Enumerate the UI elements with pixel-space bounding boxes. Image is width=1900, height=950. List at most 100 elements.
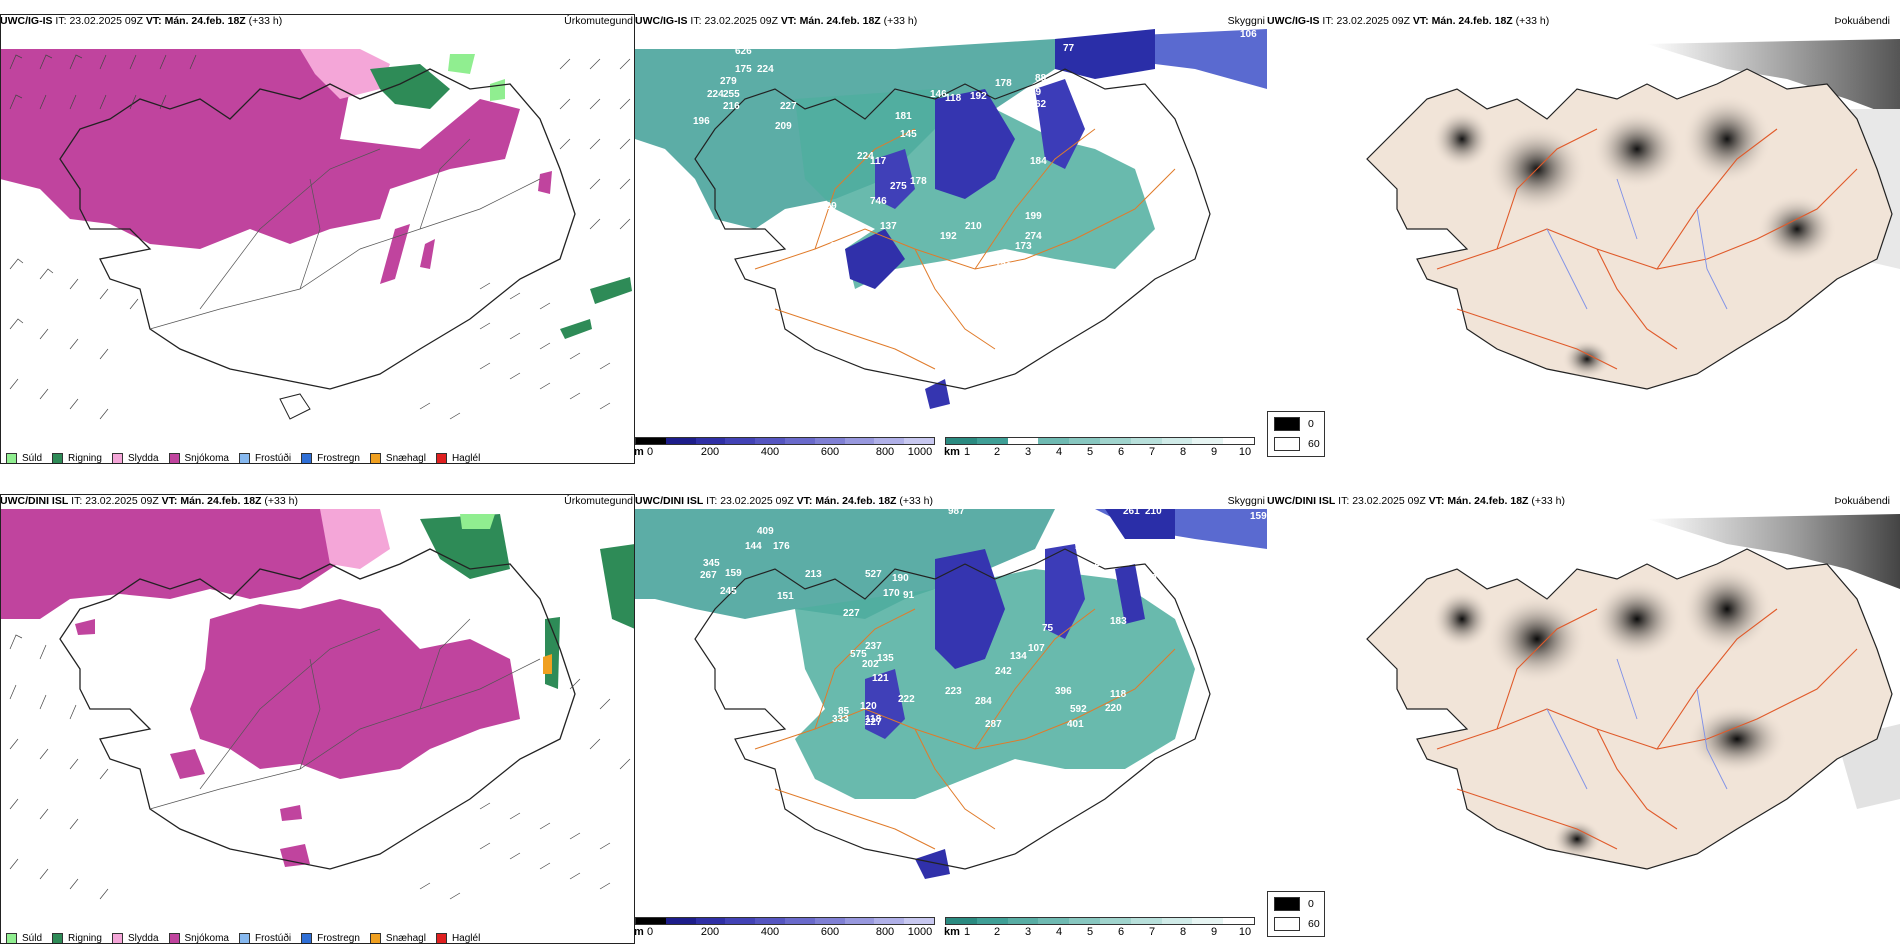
legend-swatch-freezing-rain xyxy=(301,932,313,944)
ceiling-label: 151 xyxy=(777,591,794,602)
ceiling-label: 224 xyxy=(707,89,724,100)
vt-label: VT: xyxy=(780,15,797,27)
low-ceiling-area xyxy=(1055,29,1155,79)
ceiling-label: 117 xyxy=(870,156,887,167)
rivers xyxy=(1546,658,1728,790)
ceiling-label: 159 xyxy=(1250,511,1267,522)
ceiling-label: 175 xyxy=(735,64,752,75)
lead-time: (+33 h) xyxy=(899,495,933,507)
ceiling-label: 181 xyxy=(895,111,912,122)
visibility-colorbar-bar xyxy=(945,437,1255,445)
low-ceiling-area xyxy=(845,229,905,289)
legend-item: Haglél xyxy=(435,452,480,464)
tick-label: 1 xyxy=(963,446,971,458)
sleet-area xyxy=(320,509,390,569)
ceiling-label: 118 xyxy=(865,714,882,725)
legend-swatch-hail xyxy=(435,452,447,464)
legend-item: Snæhagl xyxy=(369,932,426,944)
product-title: Þokuábendi xyxy=(1834,15,1890,27)
ceiling-label: 284 xyxy=(975,696,992,707)
vt-label: VT: xyxy=(796,495,813,507)
snow-area xyxy=(0,509,360,619)
iceland-outline xyxy=(59,548,576,870)
ceiling-colorbar-bar xyxy=(635,917,935,925)
visibility-colorbar-ticks: 1 2 3 4 5 6 7 8 9 10 xyxy=(945,446,1255,460)
it-label: IT: xyxy=(1322,15,1334,27)
ceiling-label: 527 xyxy=(865,569,882,580)
panel-header: UWC/IG-IS IT: 23.02.2025 09Z VT: Mán. 24… xyxy=(0,14,635,28)
tick-label: 8 xyxy=(1179,926,1187,938)
ceiling-label: 746 xyxy=(870,196,887,207)
tick-label: 3 xyxy=(1024,446,1032,458)
it-value: 23.02.2025 09Z xyxy=(1336,15,1410,27)
ceiling-label: 134 xyxy=(1010,651,1027,662)
ceiling-label: 209 xyxy=(775,121,792,132)
ceiling-label: 75 xyxy=(1003,271,1015,282)
ceiling-label: 592 xyxy=(1070,704,1087,715)
ceiling-colorbar-ticks: 0 200 400 600 800 1000 xyxy=(635,926,935,940)
legend-label: Slydda xyxy=(127,452,159,464)
ceiling-label: 575 xyxy=(850,649,867,660)
tick-label: 2 xyxy=(993,926,1001,938)
ceiling-label: 287 xyxy=(985,719,1002,730)
ceiling-label: 88 xyxy=(1035,73,1047,84)
panel-bottom-cloud-visibility: UWC/DINI ISL IT: 23.02.2025 09Z VT: Mán.… xyxy=(634,494,1267,944)
precip-map-svg xyxy=(0,509,635,929)
product-title: Úrkomutegund xyxy=(564,495,633,507)
ceiling-label: 220 xyxy=(1105,703,1122,714)
panel-header: UWC/DINI ISL IT: 23.02.2025 09Z VT: Mán.… xyxy=(1267,494,1900,508)
ceiling-label: 216 xyxy=(1094,558,1111,569)
snow-area xyxy=(280,805,302,821)
fog-legend-white-value: 60 xyxy=(1308,438,1320,450)
lead-time: (+33 h) xyxy=(1531,495,1565,507)
lead-time: (+33 h) xyxy=(264,495,298,507)
vt-value: Mán. 24.feb. 18Z xyxy=(799,15,881,27)
tick-label: 6 xyxy=(1117,926,1125,938)
legend-swatch-sleet xyxy=(111,932,123,944)
ceiling-label: 86 xyxy=(910,323,922,334)
island-outline xyxy=(279,393,311,420)
ceiling-label: 162 xyxy=(1100,139,1117,150)
ceiling-label: 80 xyxy=(1085,536,1097,547)
ceiling-label: 123 xyxy=(1095,116,1112,127)
visibility-colorbar-ticks: 1 2 3 4 5 6 7 8 9 10 xyxy=(945,926,1255,940)
tick-label: 400 xyxy=(760,926,780,938)
legend-item: Rigning xyxy=(52,452,102,464)
visibility-unit: km xyxy=(944,446,960,458)
ceiling-label: 237 xyxy=(865,641,882,652)
fog-patch xyxy=(1682,94,1772,184)
tick-label: 1000 xyxy=(907,446,933,458)
legend-item: Snjókoma xyxy=(168,932,229,944)
tick-label: 10 xyxy=(1238,926,1252,938)
fog-legend-black: 0 xyxy=(1274,417,1314,431)
ceiling-label: 242 xyxy=(995,666,1012,677)
fog-map xyxy=(1267,29,1900,429)
precip-type-legend: Súld Rigning Slydda Snjókoma Frostúði Fr… xyxy=(0,927,635,949)
roads xyxy=(149,138,541,330)
cloud-map: 626 175 224 279 255 224 216 196 227 209 146 118 192 1… xyxy=(635,29,1267,429)
tick-label: 9 xyxy=(1210,446,1218,458)
legend-swatch-snow xyxy=(168,452,180,464)
ceiling-label: 121 xyxy=(872,673,889,684)
legend-label: Slydda xyxy=(127,932,159,944)
low-ceiling-area xyxy=(1045,544,1085,639)
ceiling-label: 137 xyxy=(880,221,897,232)
legend-swatch-snow xyxy=(168,932,180,944)
legend-item: Frostregn xyxy=(301,932,360,944)
wind-barbs xyxy=(9,634,631,900)
fog-legend: 0 60 xyxy=(1267,411,1325,457)
fog-patch xyxy=(1487,594,1587,684)
visibility-colorbar-bar xyxy=(945,917,1255,925)
tick-label: 10 xyxy=(1238,446,1252,458)
low-visibility-area xyxy=(635,509,1055,619)
tick-label: 2 xyxy=(993,446,1001,458)
snow-area xyxy=(538,171,552,194)
precip-map xyxy=(0,29,635,449)
fog-legend-black-value: 0 xyxy=(1308,418,1314,430)
legend-item: Snjókoma xyxy=(168,452,229,464)
roads xyxy=(149,618,541,810)
rain-area xyxy=(590,277,632,304)
tick-label: 5 xyxy=(1086,926,1094,938)
legend-item: Frostúði xyxy=(238,452,291,464)
legend-swatch-freezing-rain xyxy=(301,452,313,464)
